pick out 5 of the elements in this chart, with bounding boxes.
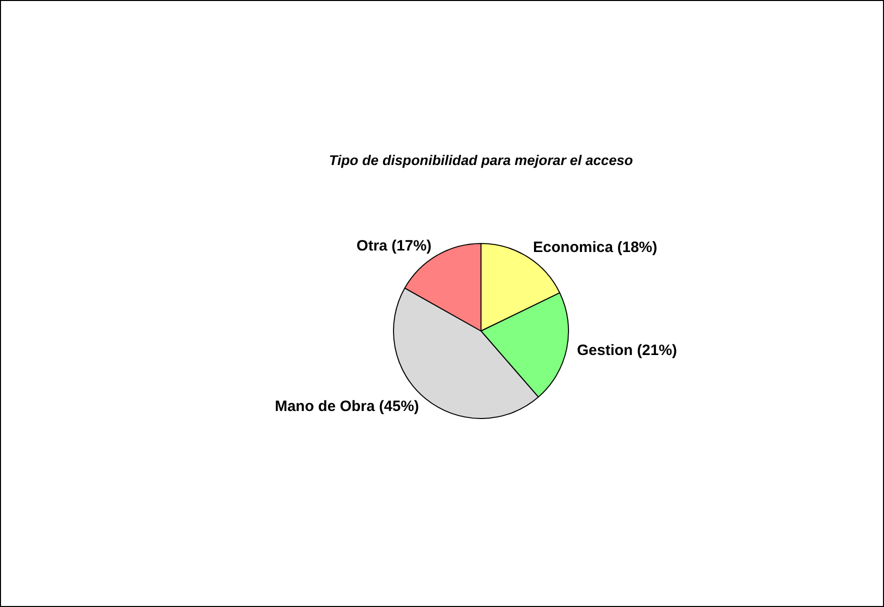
chart-title: Tipo de disponibilidad para mejorar el acceso (329, 152, 634, 168)
slice-label: Gestion (21%) (577, 342, 678, 359)
slice-label: Otra (17%) (356, 238, 432, 255)
slice-label: Economica (18%) (533, 239, 658, 256)
slice-label: Mano de Obra (45%) (274, 398, 420, 416)
